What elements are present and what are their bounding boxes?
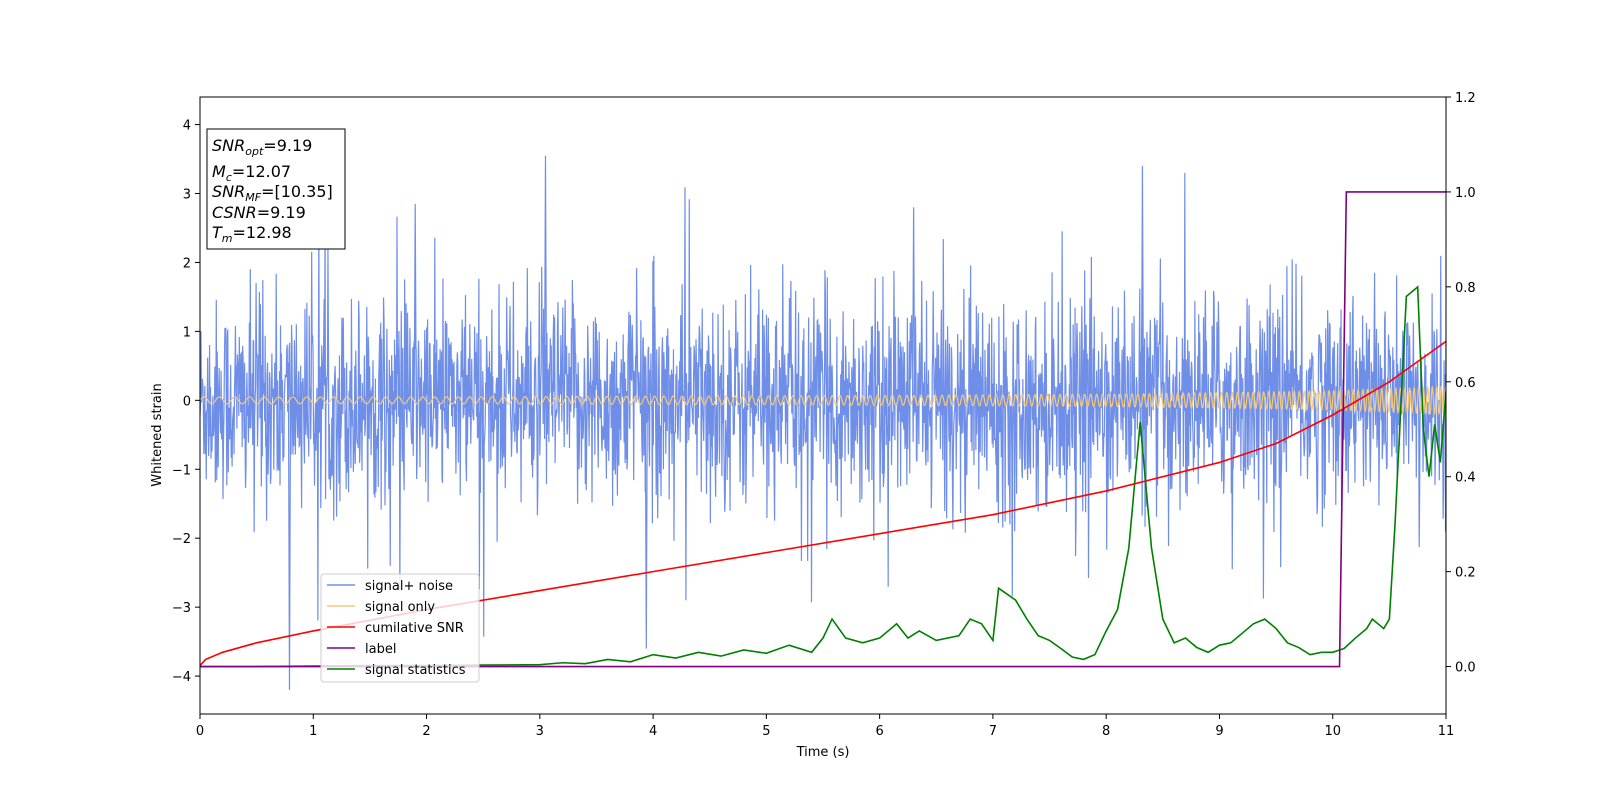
y-left-tick-label: −1 [172, 463, 191, 478]
y-left-tick-label: −2 [172, 532, 191, 547]
y-axis-label: Whitened strain [150, 383, 165, 486]
info-box-line: CSNR=9.19 [212, 203, 306, 222]
y-left-tick-label: −4 [172, 670, 191, 685]
noise-spike [543, 155, 548, 401]
y-right-tick-label: 0.0 [1455, 661, 1476, 676]
noise-spike [912, 207, 916, 401]
y-right-tick-label: 0.4 [1455, 471, 1476, 486]
series-signal-statistics-line [200, 285, 1446, 668]
x-tick-label: 6 [875, 724, 883, 739]
x-tick-label: 3 [536, 724, 544, 739]
y-left-tick-label: −3 [172, 601, 191, 616]
x-tick-label: 0 [196, 724, 204, 739]
x-tick-label: 1 [309, 724, 317, 739]
x-tick-label: 4 [649, 724, 657, 739]
info-box-line: Mc=12.07 [212, 162, 291, 184]
y-left-tick-label: 4 [183, 119, 191, 134]
legend-frame [320, 573, 480, 683]
plot-area [200, 155, 1446, 690]
info-box-line: SNRopt=9.19 [212, 136, 312, 158]
y-left-tick-label: 0 [183, 394, 191, 409]
y-left-tick-label: 2 [183, 256, 191, 271]
y-left-tick-label: 3 [183, 188, 191, 203]
noise-spike [644, 400, 648, 649]
series-signal-only-line [200, 384, 1446, 416]
x-tick-label: 9 [1215, 724, 1223, 739]
legend: signal+ noise signal only cumilative SNR la… [320, 573, 480, 683]
x-tick-label: 7 [989, 724, 997, 739]
info-box: SNRopt=9.19 Mc=12.07SNRMF=[10.35]CSNR=9.1… [206, 128, 346, 250]
info-box-line: SNRMF=[10.35] [212, 182, 333, 204]
info-box-frame [206, 128, 346, 250]
y-right-tick-label: 0.6 [1455, 376, 1476, 391]
noise-spike [1140, 165, 1145, 401]
series-label-line [200, 191, 1446, 668]
y-right-tick-label: 1.0 [1455, 186, 1476, 201]
x-tick-label: 8 [1102, 724, 1110, 739]
legend-entry-label: signal+ noise [365, 579, 453, 594]
info-box-line: Tm=12.98 [212, 223, 292, 245]
y-right-tick-label: 0.2 [1455, 566, 1476, 581]
axis-ticks: 0 1 2 3 4 5 6 7 8 9 10 11 −4 −3 −2 −1 0 1 2 3 4 0.0 0.2 0.4 0.6 0… [172, 91, 1476, 739]
x-tick-label: 2 [422, 724, 430, 739]
y-right-tick-label: 1.2 [1455, 91, 1476, 106]
y-left-tick-label: 1 [183, 325, 191, 340]
legend-entry-label: signal only [365, 600, 435, 615]
x-axis-label: Time (s) [796, 745, 850, 760]
legend-entry-label: cumilative SNR [365, 621, 464, 636]
x-tick-label: 10 [1324, 724, 1341, 739]
series-cumulative-snr-line [200, 340, 1446, 667]
x-tick-label: 11 [1438, 724, 1455, 739]
y-right-tick-label: 0.8 [1455, 281, 1476, 296]
legend-entry-label: label [365, 642, 396, 657]
series-signal-noise-line [200, 172, 1446, 637]
noise-spike [413, 203, 417, 401]
x-tick-label: 5 [762, 724, 770, 739]
legend-entry-label: signal statistics [365, 663, 466, 678]
axes-frame [199, 96, 1447, 715]
